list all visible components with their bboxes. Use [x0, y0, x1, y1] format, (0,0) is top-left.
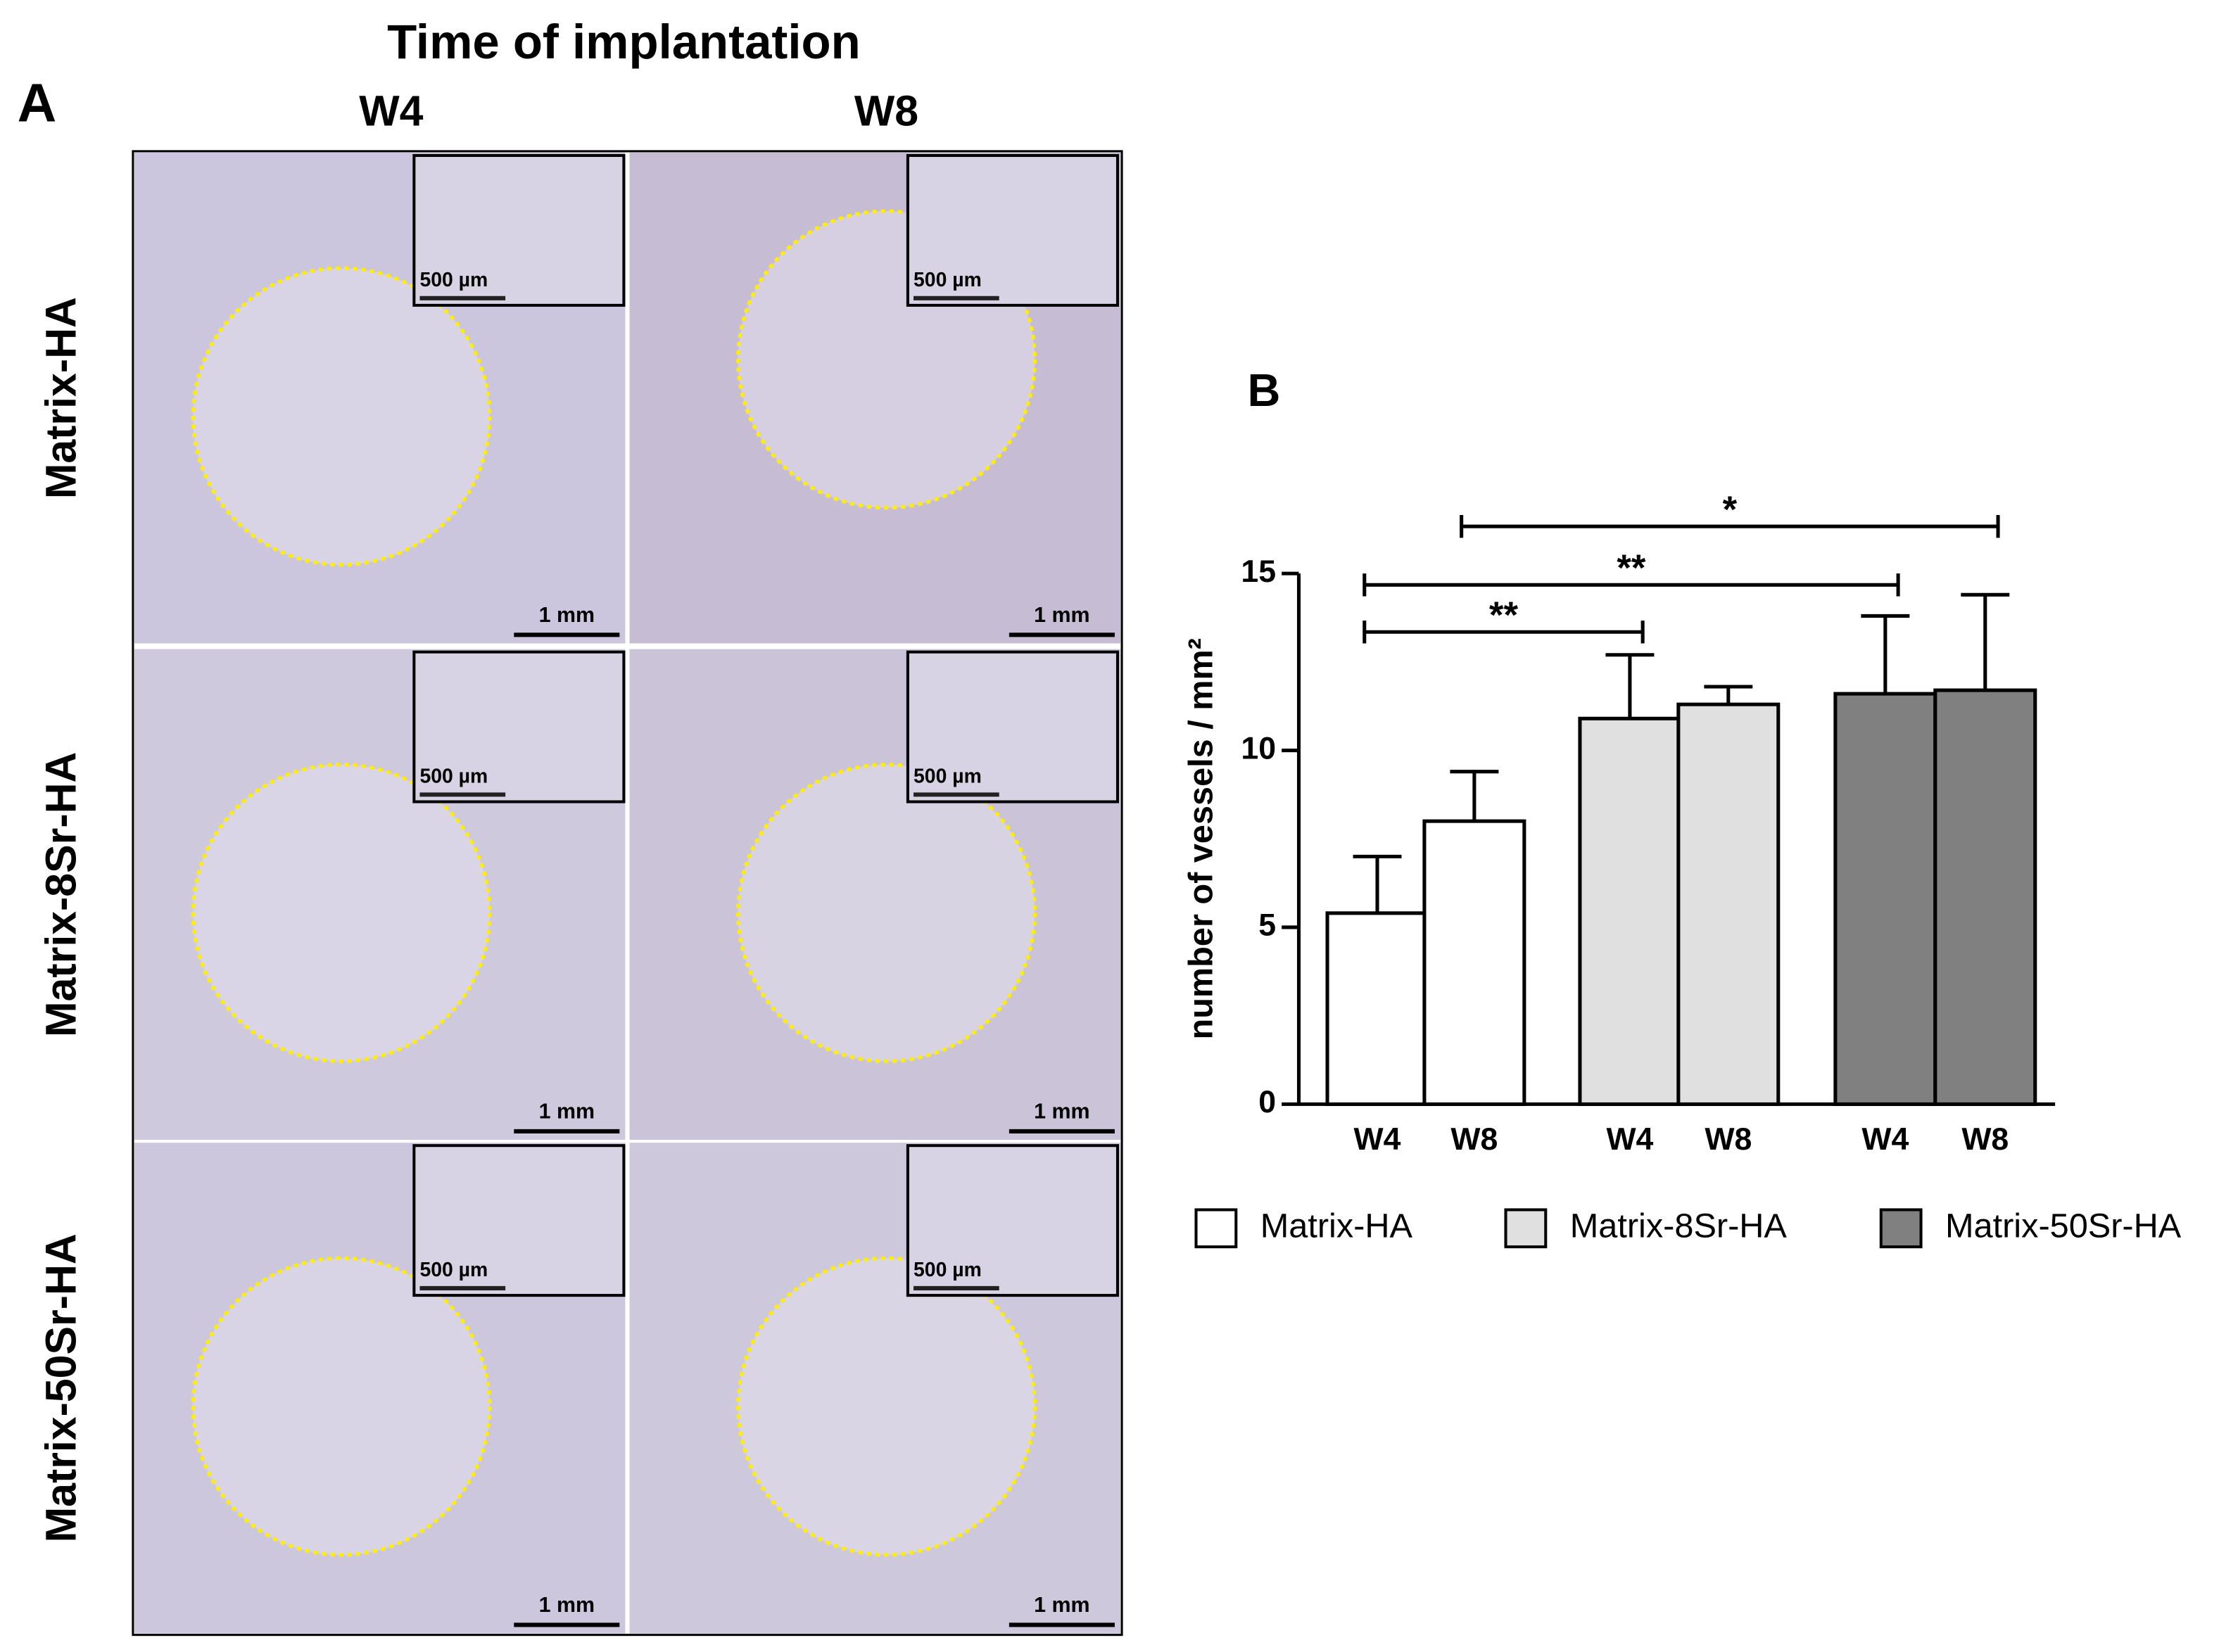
- panel-label: A: [18, 72, 57, 133]
- bar: [1933, 688, 2037, 1106]
- y-tick-label: 15: [1241, 554, 1276, 589]
- bar: [1833, 692, 1937, 1106]
- scale-label: 1 mm: [1034, 603, 1089, 627]
- y-tick-label: 5: [1258, 908, 1276, 943]
- row-label: Matrix-50Sr-HA: [37, 1233, 85, 1542]
- x-tick-label: W4: [1861, 1122, 1909, 1157]
- bar: [1578, 716, 1682, 1106]
- region-outline: [736, 1256, 1037, 1557]
- legend-swatch: [1194, 1208, 1238, 1249]
- inset-scale-label: 500 µm: [419, 765, 488, 788]
- row-label: Matrix-HA: [37, 297, 85, 499]
- region-outline: [191, 763, 492, 1064]
- inset: [906, 153, 1119, 307]
- grid-frame: [132, 150, 1123, 1637]
- x-tick-label: W4: [1606, 1122, 1653, 1157]
- x-tick-label: W8: [1705, 1122, 1752, 1157]
- inset-scale-label: 500 µm: [913, 1259, 982, 1281]
- significance-label: **: [1617, 547, 1646, 589]
- legend-label: Matrix-8Sr-HA: [1570, 1207, 1788, 1245]
- scale-label: 1 mm: [539, 603, 595, 627]
- region-outline: [191, 266, 492, 567]
- x-tick-label: W4: [1354, 1122, 1401, 1157]
- inset: [906, 1144, 1119, 1297]
- significance-label: **: [1489, 595, 1519, 636]
- region-outline: [736, 763, 1037, 1064]
- x-tick-label: W8: [1450, 1122, 1498, 1157]
- legend-label: Matrix-50Sr-HA: [1945, 1207, 2182, 1245]
- x-tick-label: W8: [1961, 1122, 2009, 1157]
- inset-scale-label: 500 µm: [419, 1259, 488, 1281]
- scale-label: 1 mm: [1034, 1100, 1089, 1124]
- inset: [412, 1144, 626, 1297]
- bar: [1422, 819, 1526, 1106]
- row-label: Matrix-8Sr-HA: [37, 752, 85, 1038]
- panel-label: B: [1247, 364, 1280, 416]
- legend-swatch: [1504, 1208, 1548, 1249]
- scale-label: 1 mm: [539, 1593, 595, 1617]
- column-label: W4: [359, 87, 423, 134]
- inset-scale-label: 500 µm: [913, 765, 982, 788]
- inset-scale-label: 500 µm: [419, 269, 488, 291]
- scale-label: 1 mm: [539, 1100, 595, 1124]
- region-outline: [191, 1256, 492, 1557]
- panel-title: Time of implantation: [387, 15, 861, 69]
- column-label: W8: [854, 87, 918, 134]
- significance-label: *: [1723, 489, 1738, 530]
- bar: [1325, 911, 1429, 1106]
- y-tick-label: 10: [1241, 731, 1276, 765]
- y-axis-label: number of vessels / mm²: [1182, 638, 1220, 1040]
- legend-swatch: [1879, 1208, 1923, 1249]
- legend-label: Matrix-HA: [1260, 1207, 1413, 1245]
- inset: [412, 650, 626, 803]
- inset-scale-label: 500 µm: [913, 269, 982, 291]
- inset: [906, 650, 1119, 803]
- scale-label: 1 mm: [1034, 1593, 1089, 1617]
- bar: [1676, 702, 1781, 1106]
- y-tick-label: 0: [1258, 1085, 1276, 1119]
- inset: [412, 153, 626, 307]
